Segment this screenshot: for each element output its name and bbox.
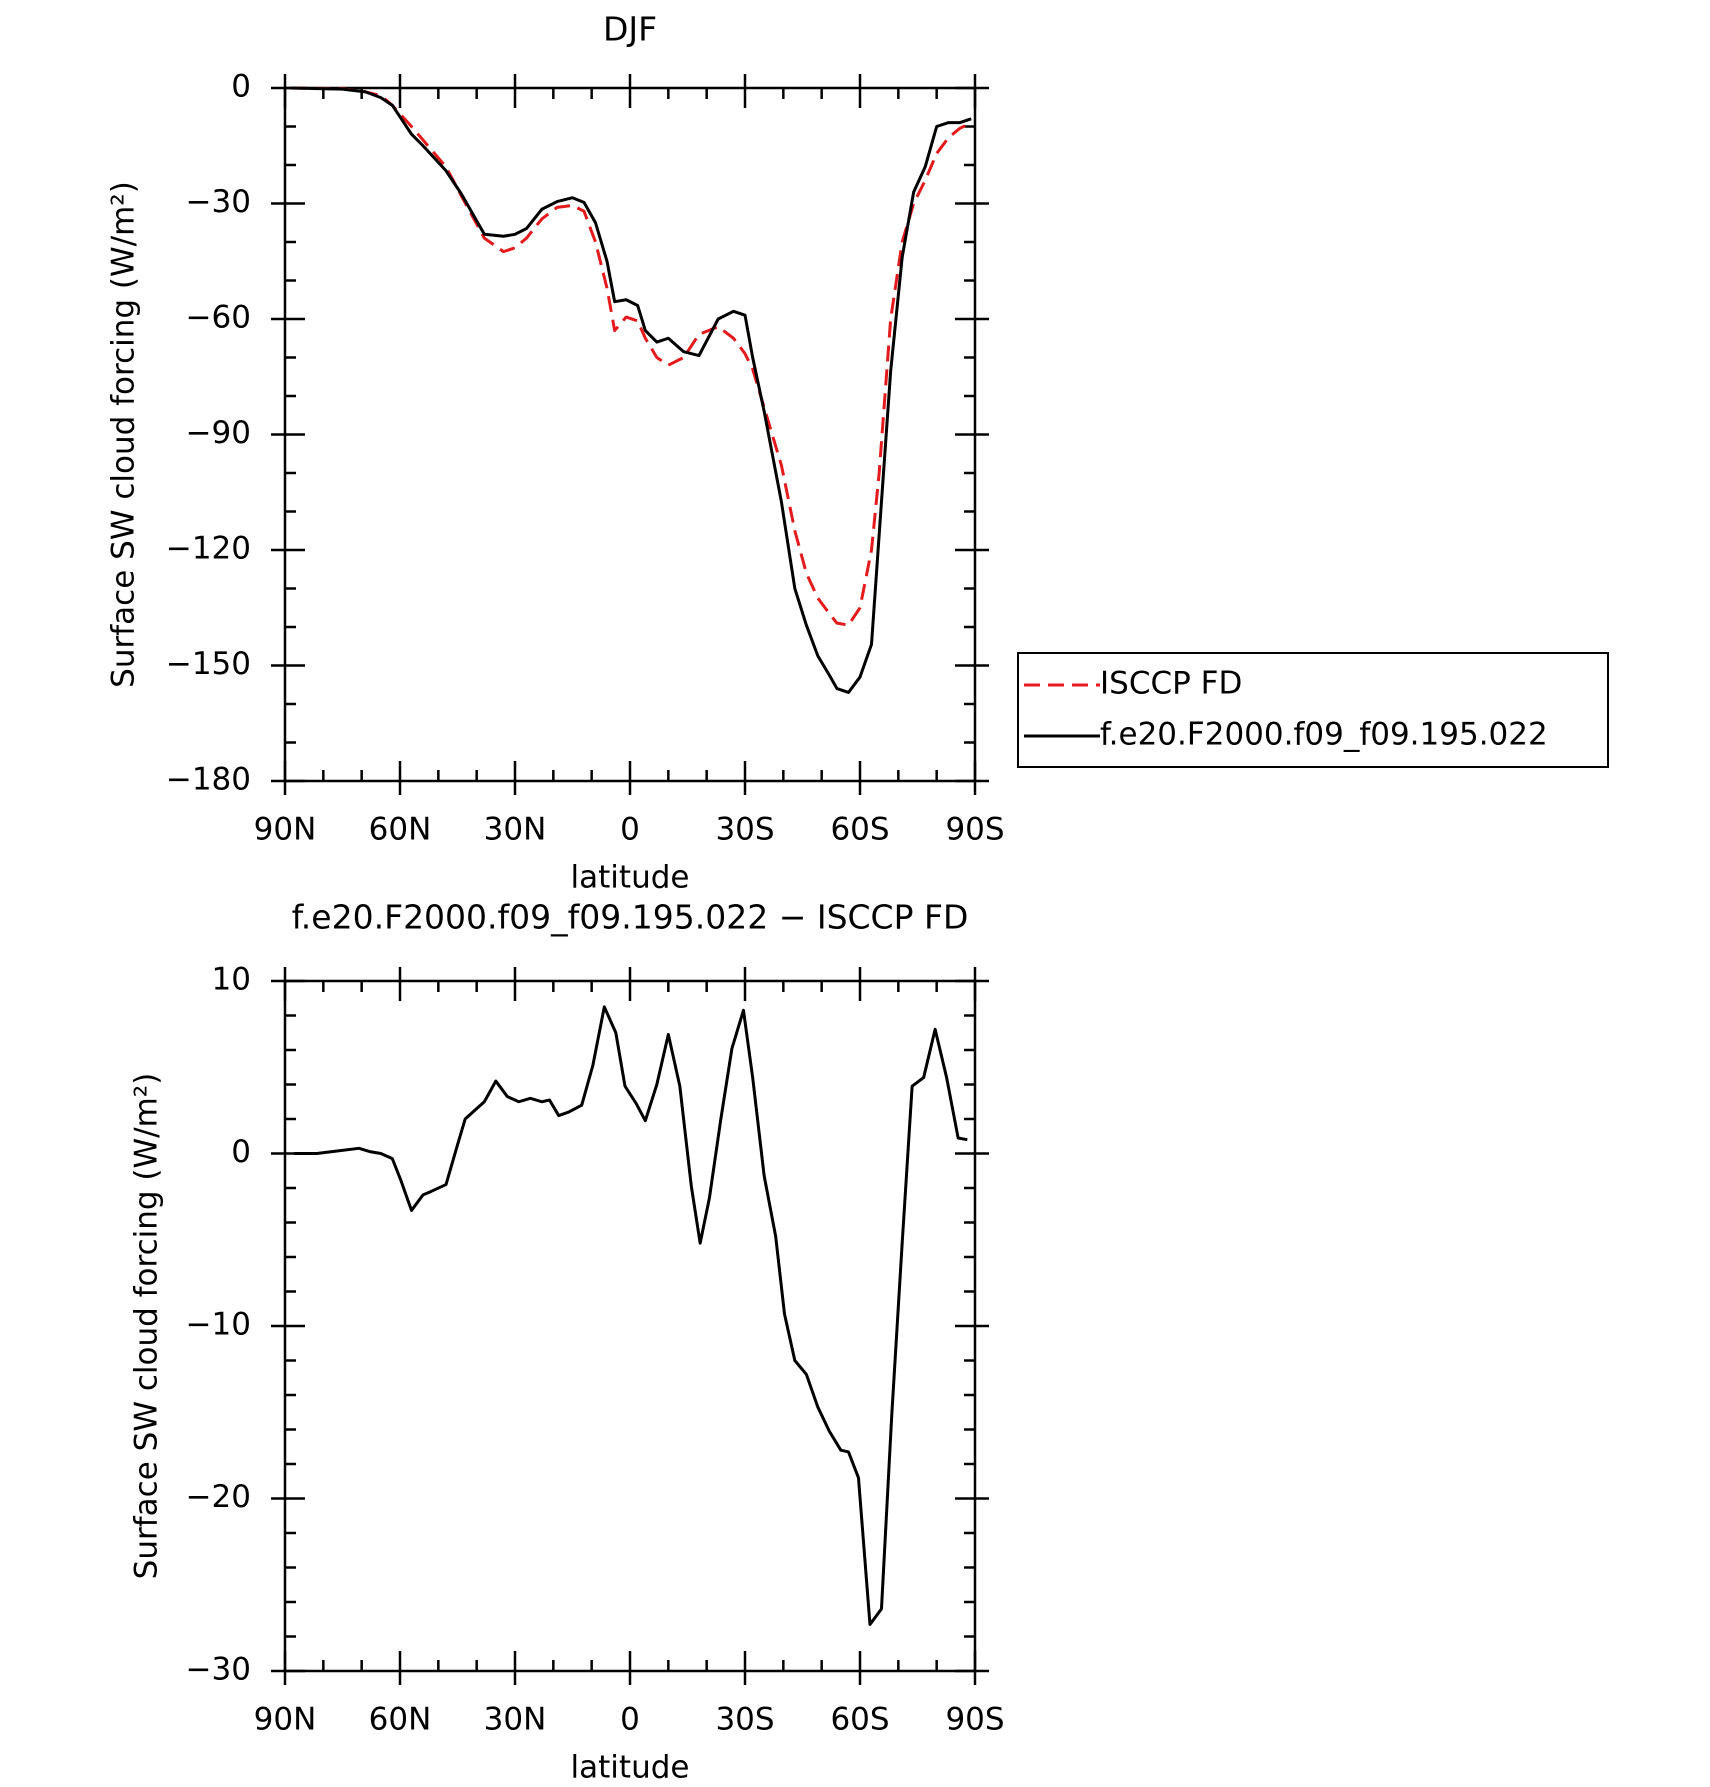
x-tick-label: 90S: [945, 812, 1004, 848]
data-line: [290, 86, 972, 694]
chart-title: DJF: [603, 10, 657, 49]
y-tick-label: −150: [166, 646, 251, 682]
data-line: [294, 1005, 968, 1626]
chart-title: f.e20.F2000.f09_f09.195.022 − ISCCP FD: [292, 898, 969, 937]
x-tick-label: 30N: [484, 812, 547, 848]
y-tick-label: −60: [186, 300, 251, 336]
y-tick-label: 0: [231, 69, 251, 105]
x-axis-label: latitude: [571, 1750, 690, 1784]
legend-label: f.e20.F2000.f09_f09.195.022: [1100, 717, 1548, 753]
x-tick-label: 90N: [254, 1702, 317, 1738]
y-tick-label: −90: [186, 415, 251, 451]
plot-frame: [283, 979, 977, 1673]
x-tick-label: 60N: [369, 1702, 432, 1738]
x-tick-label: 60N: [369, 812, 432, 848]
y-tick-label: −30: [186, 1652, 251, 1688]
x-tick-label: 30S: [715, 1702, 774, 1738]
legend-label: ISCCP FD: [1100, 666, 1242, 702]
x-tick-label: 0: [620, 1702, 640, 1738]
y-axis-label: Surface SW cloud forcing (W/m²): [106, 181, 142, 688]
y-tick-label: −30: [186, 184, 251, 220]
y-tick-label: 0: [231, 1134, 251, 1170]
x-tick-label: 30N: [484, 1702, 547, 1738]
legend-box: [1017, 652, 1609, 768]
x-tick-label: 90N: [254, 812, 317, 848]
y-tick-label: −180: [166, 762, 251, 798]
x-tick-label: 60S: [830, 812, 889, 848]
x-tick-label: 90S: [945, 1702, 1004, 1738]
x-tick-label: 30S: [715, 812, 774, 848]
y-axis-label: Surface SW cloud forcing (W/m²): [129, 1073, 165, 1580]
y-tick-label: 10: [212, 962, 251, 998]
x-tick-label: 0: [620, 812, 640, 848]
y-tick-label: −20: [186, 1479, 251, 1515]
x-tick-label: 60S: [830, 1702, 889, 1738]
data-line: [290, 86, 972, 627]
y-tick-label: −120: [166, 531, 251, 567]
y-tick-label: −10: [186, 1307, 251, 1343]
plot-frame: [283, 86, 977, 783]
x-axis-label: latitude: [571, 860, 690, 896]
